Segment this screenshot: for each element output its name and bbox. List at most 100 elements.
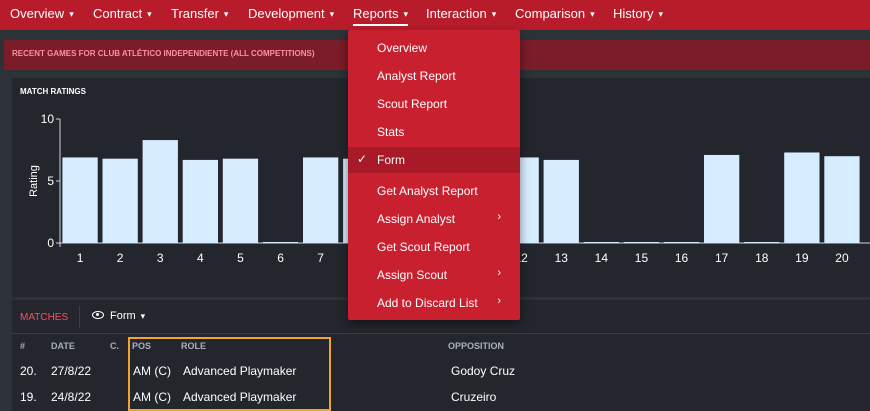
chevron-down-icon: ▾ [590, 9, 595, 19]
nav-interaction[interactable]: Interaction ▾ [426, 6, 496, 21]
x-tick-label: 2 [117, 251, 124, 265]
matches-header: MATCHES Form ▾ [12, 300, 870, 334]
column-header-role[interactable]: ROLE [181, 341, 207, 351]
nav-label: Contract [93, 6, 143, 21]
chevron-right-icon: › [497, 295, 501, 307]
bar [142, 140, 178, 243]
x-tick-label: 18 [755, 251, 769, 265]
bar [704, 154, 740, 243]
row-num: 20. [20, 364, 37, 378]
chevron-down-icon: ▾ [223, 9, 229, 19]
row-opposition[interactable]: Godoy Cruz [451, 364, 516, 378]
bar [784, 152, 820, 243]
menu-item-form[interactable]: ✓ Form [348, 147, 520, 173]
nav-development[interactable]: Development ▾ [248, 6, 334, 21]
bar [303, 157, 339, 243]
x-tick-label: 14 [595, 251, 609, 265]
bar [583, 242, 619, 243]
match-ratings-panel: 0510RatingMatch1234567891011121314151617… [12, 78, 870, 297]
nav-transfer[interactable]: Transfer ▾ [171, 6, 228, 21]
menu-item-get-analyst-report[interactable]: Get Analyst Report [348, 178, 520, 204]
menu-item-label: Assign Scout [377, 268, 448, 282]
nav-label: Overview [10, 6, 65, 21]
view-dropdown-label: Form [110, 310, 136, 322]
highlight-box [128, 337, 331, 411]
y-tick-label: 10 [41, 112, 55, 126]
menu-item-label: Stats [377, 125, 405, 139]
banner-title: RECENT GAMES FOR CLUB ATLÉTICO INDEPENDI… [12, 49, 315, 58]
x-tick-label: 13 [555, 251, 569, 265]
bar [744, 242, 780, 243]
column-header-num[interactable]: # [20, 341, 26, 351]
column-header-date[interactable]: DATE [51, 341, 75, 351]
x-tick-label: 19 [795, 251, 809, 265]
x-tick-label: 15 [635, 251, 649, 265]
chevron-right-icon: › [497, 267, 501, 279]
x-tick-label: 4 [197, 251, 204, 265]
menu-item-label: Form [377, 153, 405, 167]
menu-item-analyst-report[interactable]: Analyst Report [348, 63, 520, 89]
menu-item-label: Assign Analyst [377, 212, 456, 226]
nav-label: Interaction [426, 6, 487, 21]
nav-reports[interactable]: Reports ▾ [353, 6, 409, 26]
row-date: 27/8/22 [51, 364, 92, 378]
view-dropdown[interactable]: Form ▾ [92, 310, 145, 322]
menu-item-stats[interactable]: Stats [348, 119, 520, 145]
nav-label: Comparison [515, 6, 586, 21]
reports-dropdown-menu: Overview Analyst Report Scout Report Sta… [348, 30, 520, 320]
x-tick-label: 20 [835, 251, 849, 265]
menu-item-label: Scout Report [377, 97, 448, 111]
menu-item-label: Analyst Report [377, 69, 456, 83]
chevron-down-icon: ▾ [329, 9, 335, 19]
chevron-down-icon: ▾ [140, 311, 146, 321]
menu-item-get-scout-report[interactable]: Get Scout Report [348, 234, 520, 260]
x-tick-label: 16 [675, 251, 689, 265]
chevron-down-icon: ▾ [403, 9, 409, 19]
x-tick-label: 17 [715, 251, 729, 265]
checkmark-icon: ✓ [357, 152, 368, 166]
menu-item-label: Add to Discard List [377, 296, 478, 310]
nav-label: Reports [353, 6, 399, 21]
nav-contract[interactable]: Contract ▾ [93, 6, 152, 21]
tab-matches[interactable]: MATCHES [20, 312, 69, 323]
x-tick-label: 6 [277, 251, 284, 265]
row-opposition[interactable]: Cruzeiro [451, 390, 497, 404]
column-header-c[interactable]: C. [110, 341, 119, 351]
column-header-opposition[interactable]: OPPOSITION [448, 341, 505, 351]
menu-item-scout-report[interactable]: Scout Report [348, 91, 520, 117]
bar [623, 242, 660, 243]
menu-item-add-to-discard-list[interactable]: Add to Discard List › [348, 290, 520, 316]
y-tick-label: 0 [47, 236, 54, 250]
y-axis-label: Rating [28, 165, 40, 197]
nav-history[interactable]: History ▾ [613, 6, 663, 21]
nav-label: Transfer [171, 6, 219, 21]
nav-overview[interactable]: Overview ▾ [10, 6, 74, 21]
top-nav-bar: Overview ▾ Contract ▾ Transfer ▾ Developmen… [0, 0, 870, 30]
chevron-down-icon: ▾ [69, 9, 74, 19]
panel-title: MATCH RATINGS [20, 87, 86, 96]
y-tick-label: 5 [47, 174, 54, 188]
bar [62, 157, 98, 243]
chevron-right-icon: › [497, 211, 501, 223]
chevron-down-icon: ▾ [658, 9, 663, 19]
menu-item-label: Overview [377, 41, 428, 55]
column-header-pos[interactable]: POS [132, 341, 152, 351]
bar [222, 158, 259, 243]
chevron-down-icon: ▾ [147, 9, 152, 19]
bar [663, 242, 700, 243]
menu-item-assign-scout[interactable]: Assign Scout › [348, 262, 520, 288]
row-pos: AM (C) [133, 364, 171, 378]
menu-item-label: Get Analyst Report [377, 184, 478, 198]
bar [182, 159, 218, 243]
x-tick-label: 3 [157, 251, 164, 265]
bar [102, 158, 138, 243]
row-role: Advanced Playmaker [183, 364, 297, 378]
x-tick-label: 7 [317, 251, 324, 265]
menu-item-overview[interactable]: Overview [348, 35, 520, 61]
bar [824, 156, 860, 243]
menu-item-assign-analyst[interactable]: Assign Analyst › [348, 206, 520, 232]
bar [262, 242, 299, 243]
nav-comparison[interactable]: Comparison ▾ [515, 6, 595, 21]
row-role: Advanced Playmaker [183, 390, 297, 404]
eye-icon [92, 311, 104, 319]
